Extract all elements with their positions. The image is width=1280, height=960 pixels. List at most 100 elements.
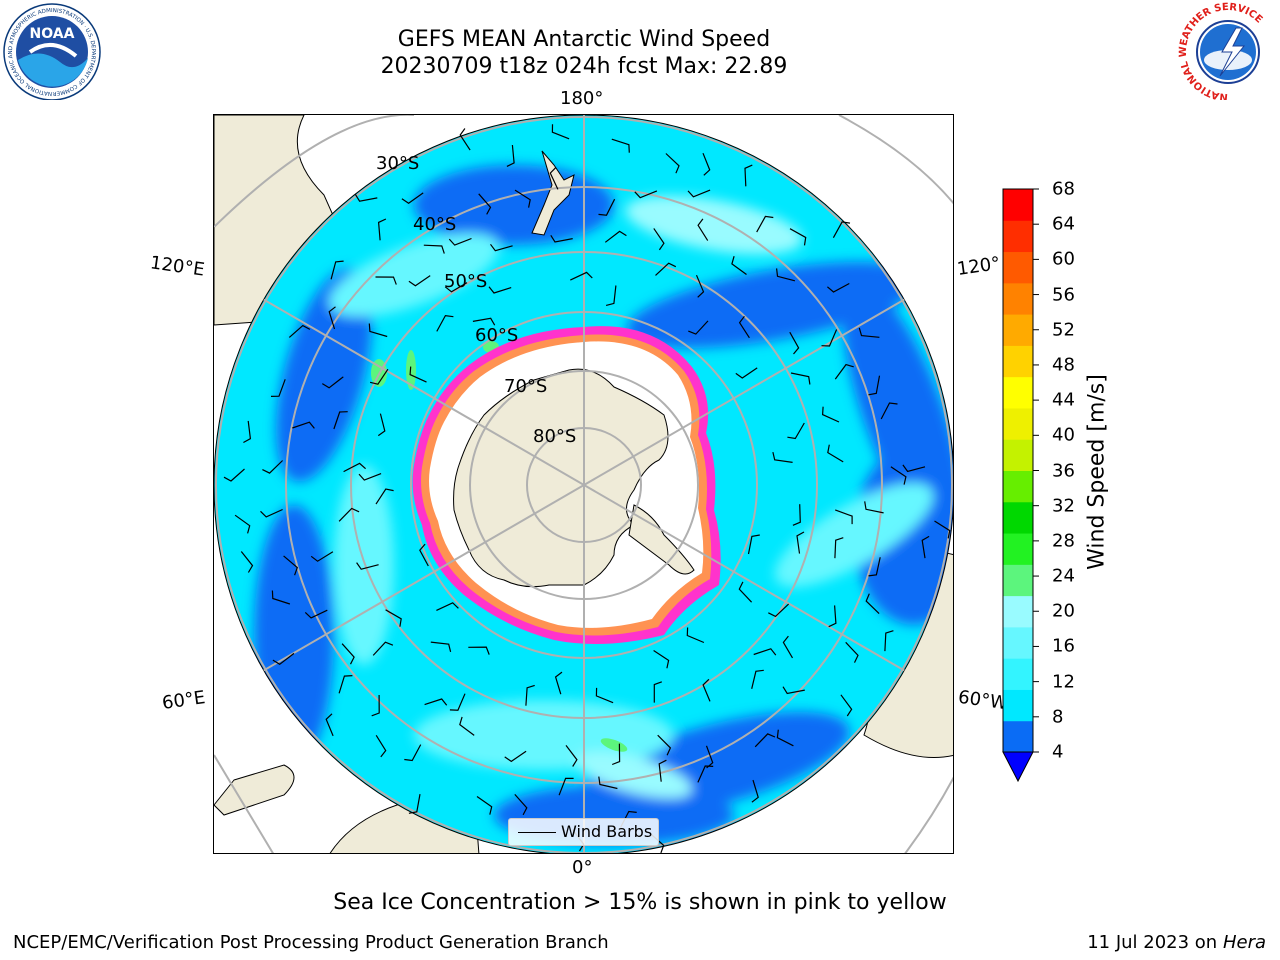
wind-barb <box>504 750 527 763</box>
wind-barb <box>789 331 800 355</box>
colorbar-band <box>1003 564 1033 597</box>
wind-barb <box>409 366 427 383</box>
colorbar-band <box>1003 407 1033 440</box>
lat-label-30s: 30°S <box>376 153 419 174</box>
wind-barb <box>697 218 709 241</box>
colorbar-tick-label: 60 <box>1052 248 1075 270</box>
wind-barb <box>790 372 811 385</box>
wind-barb <box>341 643 355 665</box>
wind-barb <box>864 501 884 514</box>
wind-barb <box>738 581 753 603</box>
wind-barb <box>840 694 853 717</box>
wind-barb <box>828 605 837 628</box>
colorbar <box>1002 188 1039 783</box>
wind-barb <box>377 218 387 241</box>
wind-barb <box>858 327 880 338</box>
wind-barb <box>459 128 471 151</box>
wind-barb <box>653 681 663 703</box>
wind-barb <box>934 520 951 539</box>
lat-label-80s: 80°S <box>533 426 576 447</box>
lon-label-60e: 60°E <box>160 687 207 714</box>
wind-barb <box>459 716 475 736</box>
wind-barb <box>271 590 291 605</box>
wind-barb <box>476 796 493 815</box>
colorbar-band <box>1003 658 1033 690</box>
wind-barb <box>549 166 559 190</box>
colorbar-tick-label: 4 <box>1052 741 1064 763</box>
lat-label-50s: 50°S <box>444 271 487 292</box>
colorbar-band <box>1003 720 1033 753</box>
wind-barb <box>333 411 348 430</box>
wind-barb <box>789 228 807 246</box>
wind-barb <box>430 641 452 653</box>
wind-barbs <box>223 124 951 853</box>
map-legend: Wind Barbs <box>508 818 659 846</box>
wind-barb <box>792 504 801 526</box>
wind-barb <box>358 473 382 481</box>
wind-barb <box>665 153 680 174</box>
wind-barb <box>419 543 429 567</box>
wind-barb <box>782 635 794 659</box>
colorbar-tick-label: 20 <box>1052 600 1075 622</box>
wind-barb <box>731 256 747 275</box>
wind-barb <box>753 648 777 656</box>
wind-barb <box>697 765 714 783</box>
wind-barb <box>821 406 840 423</box>
colorbar-band <box>1003 501 1033 534</box>
wind-barb <box>832 221 851 238</box>
antarctica <box>412 326 721 644</box>
wind-barb <box>292 421 315 429</box>
lat-label-60s: 60°S <box>475 325 518 346</box>
wind-barb <box>375 488 394 505</box>
wind-barb <box>702 678 711 702</box>
wind-barb <box>611 743 621 766</box>
wind-barb <box>827 282 850 293</box>
legend-line-swatch <box>518 832 556 833</box>
colorbar-band <box>1003 314 1033 346</box>
wind-barb <box>330 260 344 280</box>
wind-barb <box>890 466 907 485</box>
wind-barb <box>658 759 667 782</box>
wind-barb <box>449 693 466 711</box>
lon-label-0: 0° <box>572 857 593 878</box>
colorbar-band <box>1003 220 1033 253</box>
wind-barb <box>240 551 254 573</box>
wind-barb <box>424 698 448 706</box>
wind-barb <box>834 537 844 559</box>
wind-barb <box>657 734 672 756</box>
wind-barb <box>423 244 445 254</box>
noaa-logo-text: NOAA <box>30 26 75 42</box>
wind-barb <box>565 745 578 767</box>
wind-barb <box>385 609 402 627</box>
wind-barb <box>776 268 796 282</box>
wind-barb <box>288 324 311 338</box>
colorbar-tick-label: 56 <box>1052 284 1075 306</box>
colorbar-band <box>1003 689 1033 722</box>
colorbar-tick-label: 52 <box>1052 319 1075 341</box>
wind-barb <box>506 144 515 167</box>
wind-barb <box>404 744 422 762</box>
antarctic-peninsula <box>628 504 695 575</box>
colorbar-band <box>1003 595 1033 628</box>
wind-barb <box>262 460 284 474</box>
polar-stereographic-map[interactable]: 30°S 40°S 50°S 60°S 70°S 80°S <box>214 115 954 854</box>
colorbar-band <box>1003 345 1033 378</box>
colorbar-tick-label: 24 <box>1052 565 1075 587</box>
wind-barb <box>550 234 573 243</box>
colorbar-tick-label: 36 <box>1052 460 1075 481</box>
colorbar-tick-label: 32 <box>1052 495 1075 517</box>
wind-barb <box>375 276 397 285</box>
colorbar-tick-label: 16 <box>1052 635 1075 657</box>
wind-barb <box>695 274 705 298</box>
wind-barb <box>902 464 926 473</box>
wind-barb <box>653 649 670 669</box>
colorbar-band <box>1003 439 1033 471</box>
wind-barb <box>747 534 760 555</box>
footer-date-text: 11 Jul 2023 on <box>1087 932 1223 953</box>
colorbar-tick-label: 44 <box>1052 389 1075 411</box>
wind-barb <box>834 509 853 525</box>
wind-barb <box>234 514 251 534</box>
wind-barb <box>634 190 658 199</box>
wind-barb <box>338 507 360 522</box>
wind-barb <box>401 192 424 205</box>
